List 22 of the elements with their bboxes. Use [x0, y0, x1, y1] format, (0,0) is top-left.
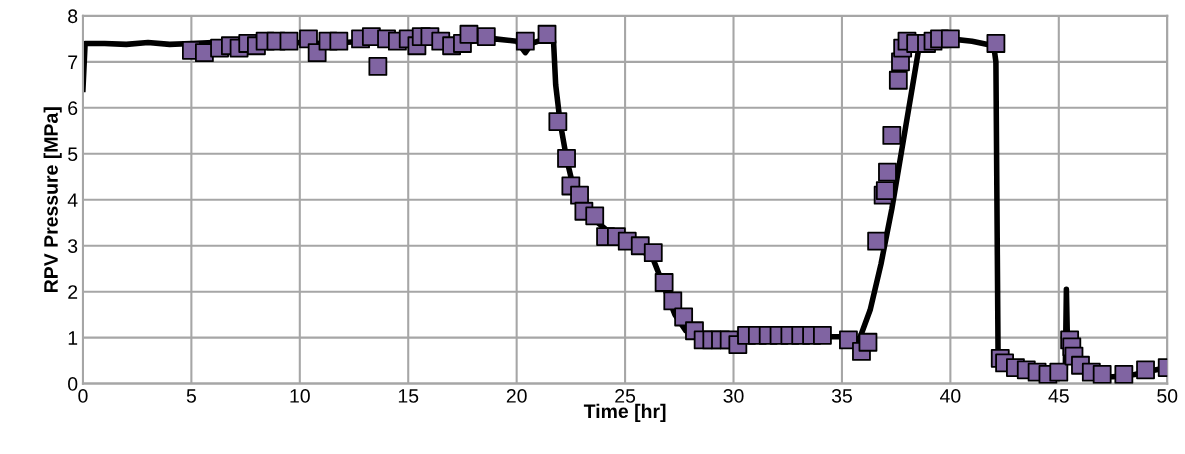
x-tick-label: 30 [723, 389, 744, 403]
y-tick-label: 0 [68, 377, 78, 391]
x-tick-label: 50 [1157, 389, 1178, 403]
y-tick-label: 7 [68, 55, 78, 69]
x-tick-label: 35 [831, 389, 852, 403]
y-tick-label: 5 [68, 147, 78, 162]
y-tick-label: 2 [68, 285, 78, 299]
y-tick-label: 1 [68, 331, 78, 345]
y-tick-label: 3 [68, 239, 78, 253]
x-tick-label: 25 [615, 389, 636, 403]
y-tick-label: 4 [67, 193, 78, 207]
y-axis-title: RPV Pressure [MPa] [43, 107, 62, 292]
x-tick-label: 20 [506, 389, 527, 403]
y-tick-label: 8 [68, 9, 78, 24]
x-tick-label: 45 [1048, 389, 1069, 403]
x-tick-label: 15 [398, 389, 419, 403]
x-tick-label: 0 [78, 389, 88, 403]
x-tick-label: 40 [940, 389, 961, 403]
x-tick-label: 5 [186, 389, 196, 403]
y-tick-label: 6 [68, 101, 78, 116]
x-axis-title: Time [hr] [583, 403, 666, 422]
x-tick-label: 10 [290, 389, 310, 403]
